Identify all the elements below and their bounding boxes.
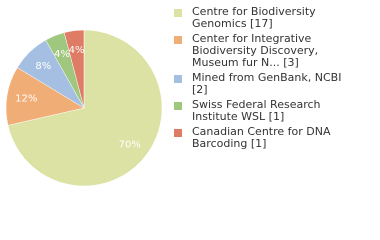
pie-slice [7,29,163,187]
legend-item: Center for Integrative Biodiversity Disc… [174,33,342,69]
legend-item: Centre for Biodiversity Genomics [17] [174,6,342,30]
data-label: 8% [35,61,51,72]
legend-label: Mined from GenBank, NCBI [2] [192,71,342,96]
legend-item: Canadian Centre for DNA Barcoding [1] [174,126,342,150]
legend-label: Canadian Centre for DNA Barcoding [1] [192,125,331,150]
pie-slice [5,67,85,126]
legend: Centre for Biodiversity Genomics [17] Cen… [174,6,374,153]
legend-label: Centre for Biodiversity Genomics [17] [192,5,316,30]
legend-swatch [174,9,182,17]
legend-label: Center for Integrative Biodiversity Disc… [192,32,319,69]
pie-slice [63,29,85,109]
data-label: 12% [15,94,37,105]
data-label: 4% [69,45,85,56]
legend-label: Swiss Federal Research Institute WSL [1] [192,98,321,123]
pie-area: 70%12%8%4%4% [5,29,163,187]
legend-item: Mined from GenBank, NCBI [2] [174,72,342,96]
data-label: 70% [119,139,141,150]
legend-swatch [174,36,182,44]
legend-item: Swiss Federal Research Institute WSL [1] [174,99,342,123]
legend-swatch [174,129,182,137]
data-label: 4% [54,49,70,60]
legend-swatch [174,75,182,83]
legend-swatch [174,102,182,110]
